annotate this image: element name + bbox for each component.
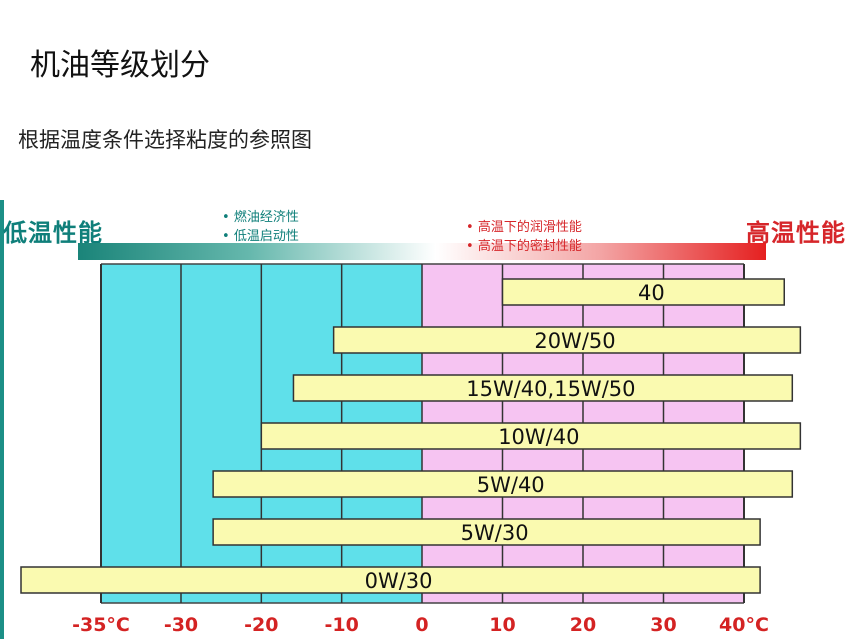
tick-label-10: 10 xyxy=(489,614,515,636)
bar-5w-40 xyxy=(212,470,794,498)
bar-label-0w-30: 0W/30 xyxy=(365,569,433,593)
tick-label-0: 0 xyxy=(415,614,428,636)
page-title: 机油等级划分 xyxy=(30,48,210,83)
cold-note-fuel-economy: 燃油经济性 xyxy=(222,208,299,227)
tick-label-40: 40°C xyxy=(719,614,769,636)
tick-label-20: 20 xyxy=(570,614,596,636)
bar-40 xyxy=(501,278,785,306)
bar-label-5w-30: 5W/30 xyxy=(461,521,529,545)
temperature-gradient-bar xyxy=(78,243,766,260)
page-subtitle: 根据温度条件选择粘度的参照图 xyxy=(18,128,312,152)
bar-5w-30 xyxy=(212,518,761,546)
tick-label-m35: -35°C xyxy=(72,614,130,636)
hot-note-lubrication: 高温下的润滑性能 xyxy=(466,218,582,237)
bar-0w-30 xyxy=(20,566,761,594)
hot-notes: 高温下的润滑性能 高温下的密封性能 xyxy=(466,218,582,256)
tick-label-m20: -20 xyxy=(244,614,278,636)
bar-label-10w-40: 10W/40 xyxy=(498,425,579,449)
tick-label-m30: -30 xyxy=(164,614,198,636)
bar-15w-40-15w-50 xyxy=(292,374,794,402)
bar-20w-50 xyxy=(332,326,802,354)
hot-note-sealing: 高温下的密封性能 xyxy=(466,237,582,256)
bar-label-40: 40 xyxy=(638,281,665,305)
hot-performance-label: 高温性能 xyxy=(746,219,846,247)
cold-note-cold-start: 低温启动性 xyxy=(222,227,299,246)
cold-performance-label: 低温性能 xyxy=(3,219,103,247)
cold-notes: 燃油经济性 低温启动性 xyxy=(222,208,299,246)
bar-10w-40 xyxy=(260,422,802,450)
bar-label-20w-50: 20W/50 xyxy=(534,329,615,353)
tick-label-m10: -10 xyxy=(325,614,359,636)
bar-label-15w-40-15w-50: 15W/40,15W/50 xyxy=(466,377,635,401)
tick-label-30: 30 xyxy=(650,614,676,636)
bar-label-5w-40: 5W/40 xyxy=(477,473,545,497)
left-edge-strip xyxy=(0,200,4,639)
